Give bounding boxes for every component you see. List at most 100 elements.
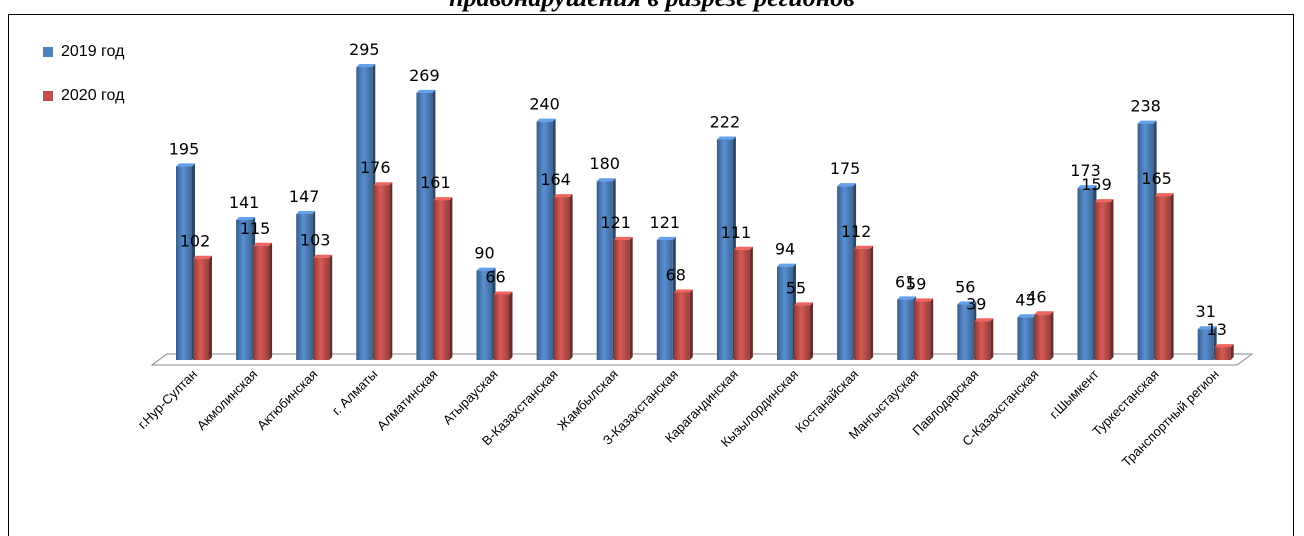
bar-2020-front	[854, 248, 871, 360]
bar-2019-front	[1197, 329, 1214, 360]
bar-2019-front	[296, 213, 313, 360]
bar-2019-top	[837, 183, 857, 187]
bar-2020-top	[373, 182, 393, 186]
bar-2019-front	[596, 181, 613, 360]
value-label-2019: 222	[710, 113, 741, 132]
bar-2020-front	[1154, 196, 1171, 360]
bar-2019-top	[777, 263, 796, 267]
bar-2020-top	[1154, 193, 1174, 197]
category-label: Жамбылская	[554, 367, 621, 434]
legend-swatch-2019	[43, 47, 53, 57]
legend-label-2019: 2019 год	[61, 43, 125, 60]
bar-2020-front	[553, 197, 570, 360]
bar-2020-side	[629, 236, 633, 360]
bar-2020-top	[193, 255, 212, 259]
bar-2020	[854, 245, 874, 360]
bar-2019-top	[356, 64, 376, 67]
value-label-2020: 55	[786, 278, 806, 297]
bar-2020	[313, 254, 333, 360]
bar-2019-top	[416, 89, 436, 93]
value-label-2019: 269	[409, 66, 440, 85]
value-label-2020: 68	[666, 265, 686, 284]
bar-2019-top	[476, 267, 496, 271]
bar-2020-top	[1034, 311, 1054, 315]
bar-2020	[193, 255, 212, 360]
legend-label-2020: 2020 год	[61, 87, 125, 104]
bar-2019	[897, 296, 917, 360]
bar-2020-front	[1034, 314, 1051, 360]
value-label-2019: 195	[169, 139, 200, 158]
bar-2019	[1017, 314, 1037, 360]
bar-2020-top	[313, 254, 333, 258]
bar-2019-top	[656, 236, 676, 240]
bar-2020-top	[1094, 199, 1114, 203]
legend-item-2020: 2020 год	[43, 87, 124, 105]
value-label-2020: 111	[721, 223, 752, 242]
bar-2020-side	[1170, 193, 1174, 360]
bar-2019-top	[536, 118, 556, 122]
bar-2019	[1137, 120, 1157, 360]
value-label-2019: 31	[1196, 302, 1216, 321]
bar-2019-front	[416, 92, 433, 360]
category-label: Транспортный регион	[1119, 367, 1222, 470]
bar-2020-top	[974, 318, 994, 322]
bar-2019-front	[1137, 123, 1154, 360]
bar-2020-side	[810, 302, 813, 360]
bar-2019-front	[1017, 317, 1034, 360]
bar-2019-front	[476, 270, 493, 360]
value-label-2019: 56	[955, 277, 975, 296]
bar-2019	[236, 216, 256, 360]
bar-2019-top	[1197, 326, 1217, 330]
bar-2020-side	[930, 298, 934, 360]
bar-2020-side	[509, 291, 513, 360]
bar-2020	[1034, 311, 1054, 360]
bar-2019-front	[716, 139, 733, 360]
value-label-2020: 161	[420, 173, 451, 192]
bar-2019	[596, 178, 616, 360]
bar-2019-top	[1137, 120, 1157, 124]
bar-2020	[794, 302, 813, 360]
category-label: Актюбинская	[254, 367, 320, 433]
value-label-2019: 295	[349, 40, 380, 59]
bar-2020-top	[914, 298, 934, 302]
bar-2020-front	[433, 200, 450, 360]
bar-2020-front	[1214, 347, 1231, 360]
bar-2019-top	[296, 210, 316, 214]
value-label-2019: 180	[589, 154, 620, 173]
bar-2020-front	[914, 301, 931, 360]
bar-2020-top	[493, 291, 513, 295]
bar-2020-top	[553, 194, 573, 198]
bar-2020-side	[329, 254, 333, 360]
bar-2020	[914, 298, 934, 360]
value-label-2020: 112	[841, 222, 872, 241]
bar-2019-top	[236, 216, 256, 220]
value-label-2019: 173	[1070, 161, 1101, 180]
value-label-2019: 240	[529, 95, 560, 114]
bar-2019-front	[777, 266, 793, 360]
value-label-2019: 90	[474, 244, 494, 263]
bar-2019	[837, 183, 857, 360]
value-label-2019: 121	[650, 213, 681, 232]
bar-2020	[733, 246, 753, 360]
bar-2020	[373, 182, 393, 360]
bar-2019-front	[897, 299, 914, 360]
bar-2020-front	[1094, 202, 1111, 360]
bar-2020	[613, 236, 633, 360]
bar-2020-side	[870, 245, 874, 360]
category-label: Алматинская	[374, 367, 441, 434]
bar-2020-side	[389, 182, 393, 360]
value-label-2020: 66	[485, 267, 505, 286]
bar-2019-front	[356, 67, 373, 360]
bar-2020	[493, 291, 513, 360]
bar-2019-front	[536, 121, 553, 360]
bar-2020	[1154, 193, 1174, 360]
bars-group	[176, 64, 1234, 360]
value-label-2019: 94	[775, 240, 795, 259]
category-label: Атырауская	[440, 367, 501, 428]
bar-2020-front	[313, 257, 330, 360]
bar-2019-top	[1077, 185, 1097, 189]
bar-2020-side	[1230, 344, 1234, 360]
bar-2019-front	[236, 219, 253, 360]
value-label-2020: 102	[180, 232, 211, 251]
